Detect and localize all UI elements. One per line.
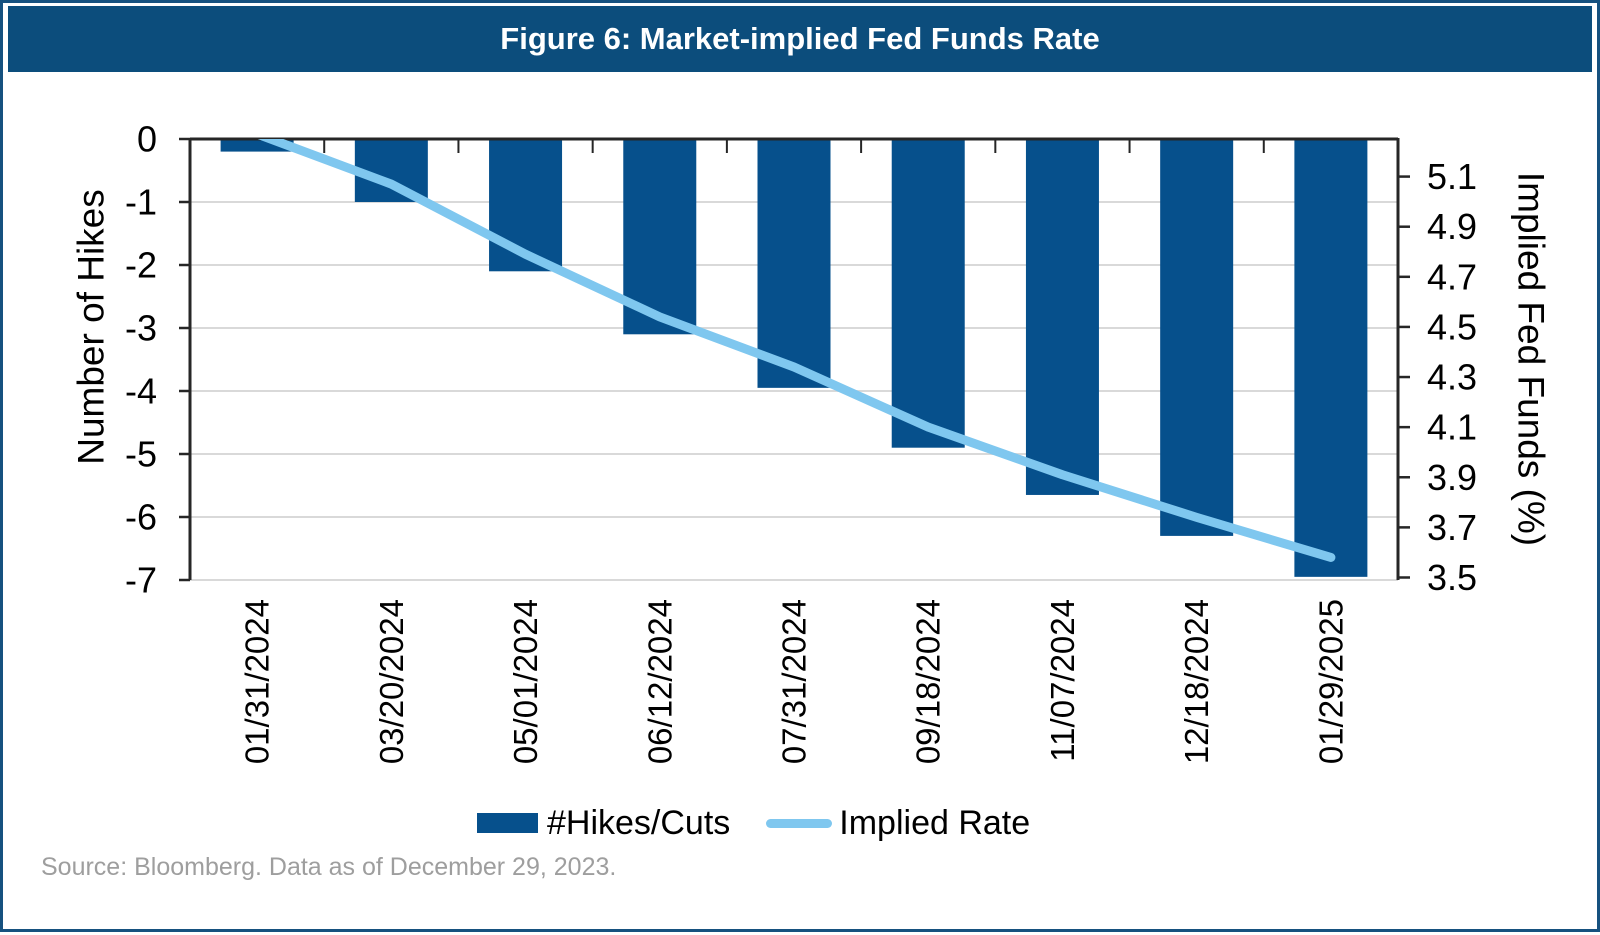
bar-hikes-cuts [757, 139, 831, 388]
legend-line-label: Implied Rate [839, 804, 1031, 842]
x-axis-category-label: 03/20/2024 [373, 599, 410, 764]
chart-legend: #Hikes/Cuts Implied Rate [477, 803, 1030, 843]
left-axis-tick-label: -4 [125, 371, 157, 412]
x-axis-category-label: 11/07/2024 [1044, 599, 1081, 762]
x-axis-category-label: 06/12/2024 [641, 599, 678, 764]
left-axis-tick-label: -3 [125, 308, 157, 349]
right-axis-tick-label: 4.3 [1427, 357, 1477, 398]
right-axis-tick-label: 4.5 [1427, 306, 1477, 347]
left-axis-tick-label: -2 [125, 245, 157, 286]
left-axis-tick-label: -5 [125, 434, 157, 475]
bar-hikes-cuts [891, 139, 965, 448]
left-axis-tick-label: 0 [137, 119, 157, 160]
x-axis-category-label: 07/31/2024 [776, 599, 813, 764]
x-axis-category-label: 01/29/2025 [1312, 599, 1349, 764]
figure-title-bar: Figure 6: Market-implied Fed Funds Rate [8, 6, 1592, 72]
x-axis-category-label: 12/18/2024 [1178, 599, 1215, 764]
legend-bar-label: #Hikes/Cuts [547, 804, 731, 842]
source-note: Source: Bloomberg. Data as of December 2… [41, 853, 617, 881]
right-axis-tick-label: 4.1 [1427, 407, 1477, 448]
x-axis-category-label: 01/31/2024 [239, 599, 276, 764]
x-axis-category-label: 09/18/2024 [910, 599, 947, 764]
x-axis-category-label: 05/01/2024 [507, 599, 544, 764]
right-axis-tick-label: 3.5 [1427, 557, 1477, 598]
right-axis-tick-label: 4.7 [1427, 256, 1477, 297]
left-axis-tick-label: -1 [125, 182, 157, 223]
bar-hikes-cuts [1160, 139, 1234, 536]
left-axis-title: Number of Hikes [71, 189, 112, 465]
bar-hikes-cuts [1025, 139, 1099, 495]
right-axis-title: Implied Fed Funds (%) [1511, 172, 1552, 546]
left-axis-tick-label: -6 [125, 497, 157, 538]
chart-plot: 0 -1 -2 -3 -4 -5 -6 -7 5.1 4.9 4.7 4.5 4.3 4.1 3.9 3.7 3… [71, 119, 1552, 765]
left-axis-tick-label: -7 [125, 560, 157, 601]
implied-rate-line [257, 139, 1336, 562]
right-axis-tick-label: 3.7 [1427, 507, 1477, 548]
right-axis-tick-label: 5.1 [1427, 156, 1477, 197]
legend-line-swatch [766, 818, 833, 828]
right-axis-tick-label: 3.9 [1427, 457, 1477, 498]
figure-title: Figure 6: Market-implied Fed Funds Rate [500, 21, 1100, 56]
bar-hikes-cuts [1294, 139, 1368, 577]
legend-bar-swatch [477, 813, 538, 833]
right-axis-tick-label: 4.9 [1427, 206, 1477, 247]
